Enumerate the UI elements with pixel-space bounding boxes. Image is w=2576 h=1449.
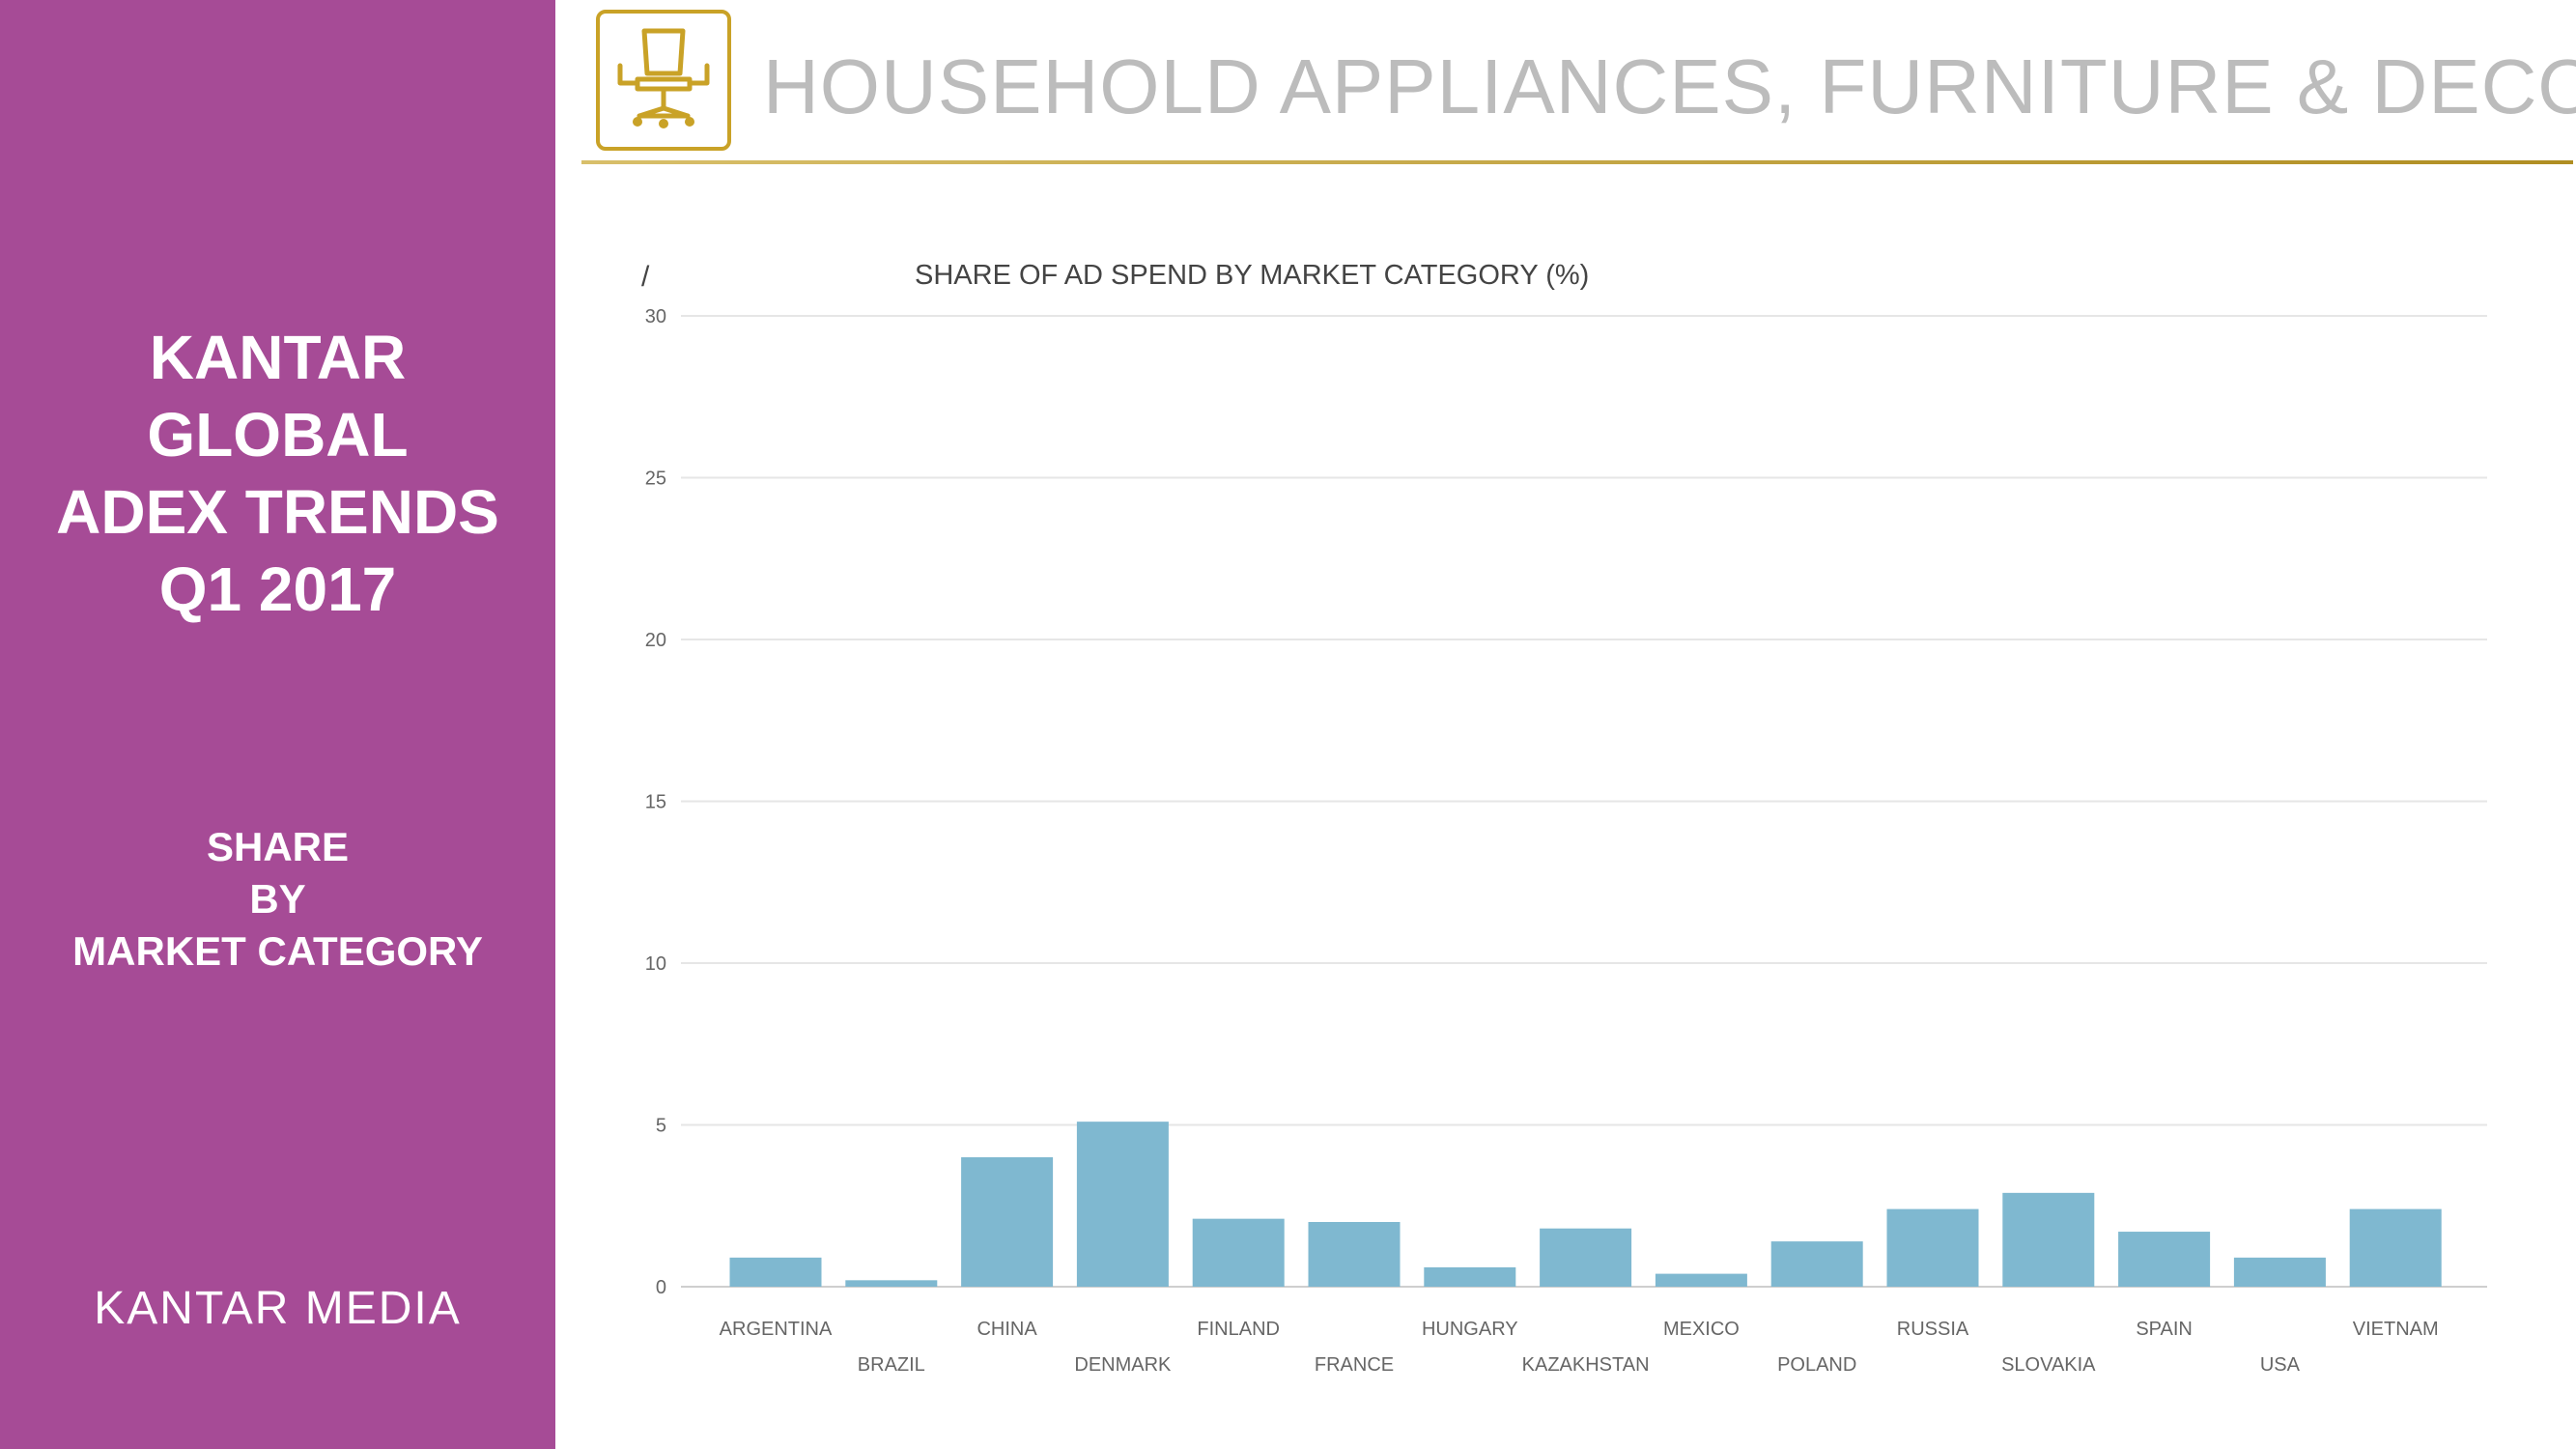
x-tick-label: BRAZIL	[858, 1354, 925, 1376]
report-subtitle-line: MARKET CATEGORY	[72, 928, 483, 974]
bar-kazakhstan	[1540, 1228, 1632, 1287]
bar-denmark	[1076, 1122, 1169, 1287]
x-tick-label: FRANCE	[1315, 1354, 1394, 1376]
x-tick-label: SPAIN	[2136, 1319, 2193, 1340]
page-title: HOUSEHOLD APPLIANCES, FURNITURE & DECO	[763, 43, 2576, 129]
chart-title: SHARE OF AD SPEND BY MARKET CATEGORY (%)	[915, 260, 1589, 291]
x-tick-label: FINLAND	[1197, 1319, 1280, 1340]
bar-finland	[1192, 1218, 1285, 1287]
bar-france	[1308, 1222, 1401, 1287]
header-divider	[581, 160, 2573, 164]
report-subtitle: SHARE BY MARKET CATEGORY	[0, 821, 555, 978]
sidebar: KANTAR GLOBAL ADEX TRENDS Q1 2017 SHARE …	[0, 0, 555, 1449]
report-title-line: KANTAR	[149, 323, 407, 392]
bar-mexico	[1655, 1273, 1747, 1287]
x-tick-label: HUNGARY	[1422, 1319, 1518, 1340]
bar-argentina	[729, 1257, 822, 1287]
bar-poland	[1770, 1241, 1863, 1287]
y-tick-label: 0	[656, 1277, 666, 1298]
y-tick-label: 15	[645, 792, 666, 813]
y-tick-label: 5	[656, 1116, 666, 1137]
x-tick-label: POLAND	[1777, 1354, 1856, 1376]
office-chair-icon	[617, 28, 710, 128]
x-tick-label: KAZAKHSTAN	[1522, 1354, 1650, 1376]
x-tick-label: ARGENTINA	[720, 1319, 833, 1340]
report-title-line: ADEX TRENDS	[56, 477, 499, 547]
y-tick-label: 30	[645, 306, 666, 327]
chart-corner-mark: /	[641, 261, 650, 293]
y-tick-label: 20	[645, 630, 666, 651]
x-tick-label: SLOVAKIA	[2001, 1354, 2096, 1376]
bar-china	[961, 1157, 1054, 1287]
bar-usa	[2233, 1257, 2326, 1287]
report-subtitle-line: SHARE	[206, 824, 350, 869]
report-title: KANTAR GLOBAL ADEX TRENDS Q1 2017	[0, 319, 555, 628]
bar-russia	[1886, 1208, 1979, 1287]
bar-slovakia	[2002, 1192, 2095, 1287]
report-subtitle-line: BY	[249, 876, 306, 922]
bar-vietnam	[2349, 1208, 2442, 1287]
x-tick-label: USA	[2260, 1354, 2301, 1376]
report-title-line: GLOBAL	[147, 400, 409, 469]
y-tick-label: 10	[645, 953, 666, 975]
report-title-line: Q1 2017	[158, 554, 397, 624]
x-tick-label: CHINA	[977, 1319, 1037, 1340]
y-tick-label: 25	[645, 469, 666, 490]
x-tick-label: RUSSIA	[1897, 1319, 1969, 1340]
bar-spain	[2118, 1232, 2211, 1287]
x-tick-label: VIETNAM	[2353, 1319, 2439, 1340]
bar-brazil	[845, 1280, 938, 1287]
brand-logo: KANTAR MEDIA	[94, 1283, 462, 1334]
x-tick-label: DENMARK	[1074, 1354, 1172, 1376]
x-tick-label: MEXICO	[1663, 1319, 1740, 1340]
bar-hungary	[1424, 1266, 1516, 1287]
category-logo	[596, 10, 731, 151]
